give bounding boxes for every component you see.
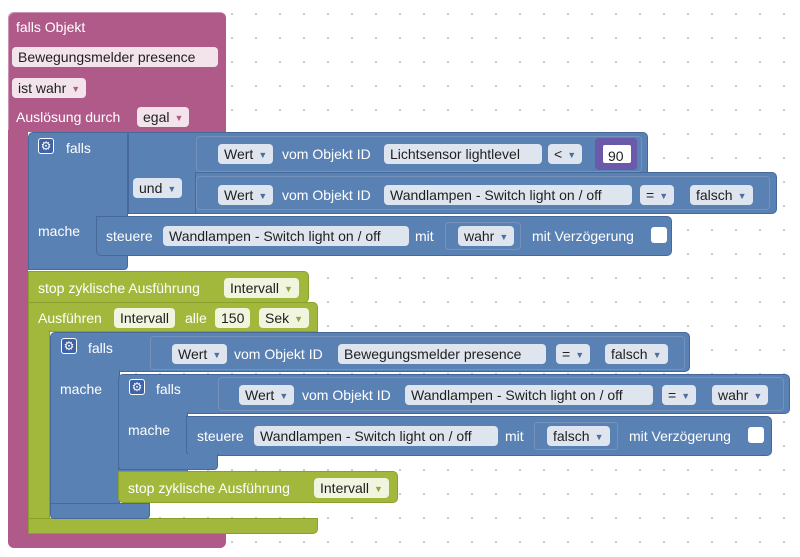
trigger-condition-dropdown[interactable]: ist wahr ▼ xyxy=(12,78,87,98)
if1-cond2-mode-dropdown[interactable]: Wert ▼ xyxy=(218,185,274,205)
dropdown-arrow-icon: ▼ xyxy=(279,391,289,402)
if-block-2-bottom xyxy=(50,503,150,519)
trigger-object-field[interactable]: Bewegungsmelder presence xyxy=(12,47,218,67)
trigger-by-label: Auslösung durch xyxy=(16,109,121,125)
if1-cond2-operator-dropdown[interactable]: = ▼ xyxy=(640,185,675,205)
dropdown-arrow-icon: ▼ xyxy=(737,191,747,202)
trigger-by-dropdown[interactable]: egal ▼ xyxy=(137,107,190,127)
checkbox-icon[interactable] xyxy=(748,427,764,443)
interval-name-field[interactable]: Intervall xyxy=(114,308,176,328)
checkbox-icon[interactable] xyxy=(651,227,667,243)
dropdown-arrow-icon: ▼ xyxy=(575,350,585,361)
if1-cond2-of-label: vom Objekt ID xyxy=(282,187,371,203)
interval-unit-dropdown[interactable]: Sek ▼ xyxy=(259,308,310,328)
if2-cond-object-field[interactable]: Bewegungsmelder presence xyxy=(338,344,546,364)
if2-cond-mode-dropdown[interactable]: Wert ▼ xyxy=(172,344,228,364)
dropdown-arrow-icon: ▼ xyxy=(71,84,81,95)
dropdown-arrow-icon: ▼ xyxy=(681,391,691,402)
trigger-block-arm xyxy=(8,130,28,540)
trigger-block-bottom xyxy=(8,534,226,548)
if3-action-value-slot xyxy=(534,422,618,450)
if2-cond-of-label: vom Objekt ID xyxy=(234,346,323,362)
if1-action-delay-label: mit Verzögerung xyxy=(532,228,634,244)
dropdown-arrow-icon: ▼ xyxy=(284,284,293,295)
and-input-slot-2 xyxy=(196,176,770,210)
dropdown-arrow-icon: ▼ xyxy=(652,350,662,361)
if1-cond1-operator-dropdown[interactable]: < ▼ xyxy=(548,144,583,164)
if1-cond2-object-field[interactable]: Wandlampen - Switch light on / off xyxy=(384,185,632,205)
dropdown-arrow-icon: ▼ xyxy=(167,184,177,195)
if3-cond-object-field[interactable]: Wandlampen - Switch light on / off xyxy=(405,385,653,405)
and-operator-dropdown[interactable]: und ▼ xyxy=(133,178,183,198)
if3-cond-mode-dropdown[interactable]: Wert ▼ xyxy=(239,385,295,405)
if2-falls-label: falls xyxy=(88,340,113,356)
if2-cond-operator-dropdown[interactable]: = ▼ xyxy=(556,344,591,364)
if2-input-slot xyxy=(150,336,685,370)
stop1-interval-dropdown[interactable]: Intervall ▼ xyxy=(224,278,299,298)
dropdown-arrow-icon: ▼ xyxy=(374,484,383,495)
stop1-label: stop zyklische Ausführung xyxy=(38,280,200,296)
dropdown-arrow-icon: ▼ xyxy=(594,432,604,443)
if3-input-slot xyxy=(218,377,784,411)
trigger-title: falls Objekt xyxy=(16,19,86,35)
if3-action-value-dropdown[interactable]: falsch ▼ xyxy=(547,426,610,446)
if1-cond1-mode-dropdown[interactable]: Wert ▼ xyxy=(218,144,274,164)
if1-cond1-of-label: vom Objekt ID xyxy=(282,146,371,162)
stop2-label: stop zyklische Ausführung xyxy=(128,480,290,496)
gear-icon[interactable]: ⚙ xyxy=(129,379,145,395)
if1-cond1-object-field[interactable]: Lichtsensor lightlevel xyxy=(384,144,542,164)
dropdown-arrow-icon: ▼ xyxy=(659,191,669,202)
gear-icon[interactable]: ⚙ xyxy=(61,338,77,354)
if2-cond-value-dropdown[interactable]: falsch ▼ xyxy=(605,344,668,364)
if3-action-with-label: mit xyxy=(505,428,524,444)
dropdown-arrow-icon: ▼ xyxy=(499,232,509,243)
dropdown-arrow-icon: ▼ xyxy=(753,391,763,402)
if3-mache-label: mache xyxy=(128,422,171,438)
interval-block-bottom xyxy=(28,518,318,534)
if1-cond2-value-dropdown[interactable]: falsch ▼ xyxy=(690,185,753,205)
if3-cond-value-dropdown[interactable]: wahr ▼ xyxy=(712,385,769,405)
dropdown-arrow-icon: ▼ xyxy=(258,150,268,161)
if1-action-value-dropdown[interactable]: wahr ▼ xyxy=(458,226,515,246)
trigger-block-frame[interactable] xyxy=(8,12,226,132)
if1-action-object-field[interactable]: Wandlampen - Switch light on / off xyxy=(163,226,409,246)
stop2-interval-dropdown[interactable]: Intervall ▼ xyxy=(314,478,389,498)
if3-falls-label: falls xyxy=(156,381,181,397)
if-block-1-bottom xyxy=(28,254,128,270)
gear-icon[interactable]: ⚙ xyxy=(38,138,54,154)
if1-mache-label: mache xyxy=(38,223,81,239)
if1-cond1-value-input[interactable]: 90 xyxy=(601,143,633,165)
dropdown-arrow-icon: ▼ xyxy=(174,113,184,124)
dropdown-arrow-icon: ▼ xyxy=(258,191,268,202)
dropdown-arrow-icon: ▼ xyxy=(212,350,222,361)
interval-value-field[interactable]: 150 xyxy=(215,308,251,328)
if3-action-object-field[interactable]: Wandlampen - Switch light on / off xyxy=(254,426,498,446)
if3-cond-of-label: vom Objekt ID xyxy=(302,387,391,403)
if2-mache-label: mache xyxy=(60,381,103,397)
if-block-2-arm xyxy=(50,370,120,506)
if1-action-with-label: mit xyxy=(415,228,434,244)
dropdown-arrow-icon: ▼ xyxy=(567,150,577,161)
if-block-3-bottom xyxy=(118,454,218,470)
if1-falls-label: falls xyxy=(66,140,91,156)
if3-action-label: steuere xyxy=(197,428,244,444)
interval-label: Ausführen xyxy=(38,310,102,326)
dropdown-arrow-icon: ▼ xyxy=(294,314,304,325)
interval-every-label: alle xyxy=(185,310,207,326)
if3-cond-operator-dropdown[interactable]: = ▼ xyxy=(662,385,697,405)
if3-action-delay-label: mit Verzögerung xyxy=(629,428,731,444)
if1-action-label: steuere xyxy=(106,228,153,244)
and-input-slot-1 xyxy=(196,136,642,172)
if1-action-value-slot xyxy=(445,222,521,250)
interval-block-arm xyxy=(28,330,50,520)
